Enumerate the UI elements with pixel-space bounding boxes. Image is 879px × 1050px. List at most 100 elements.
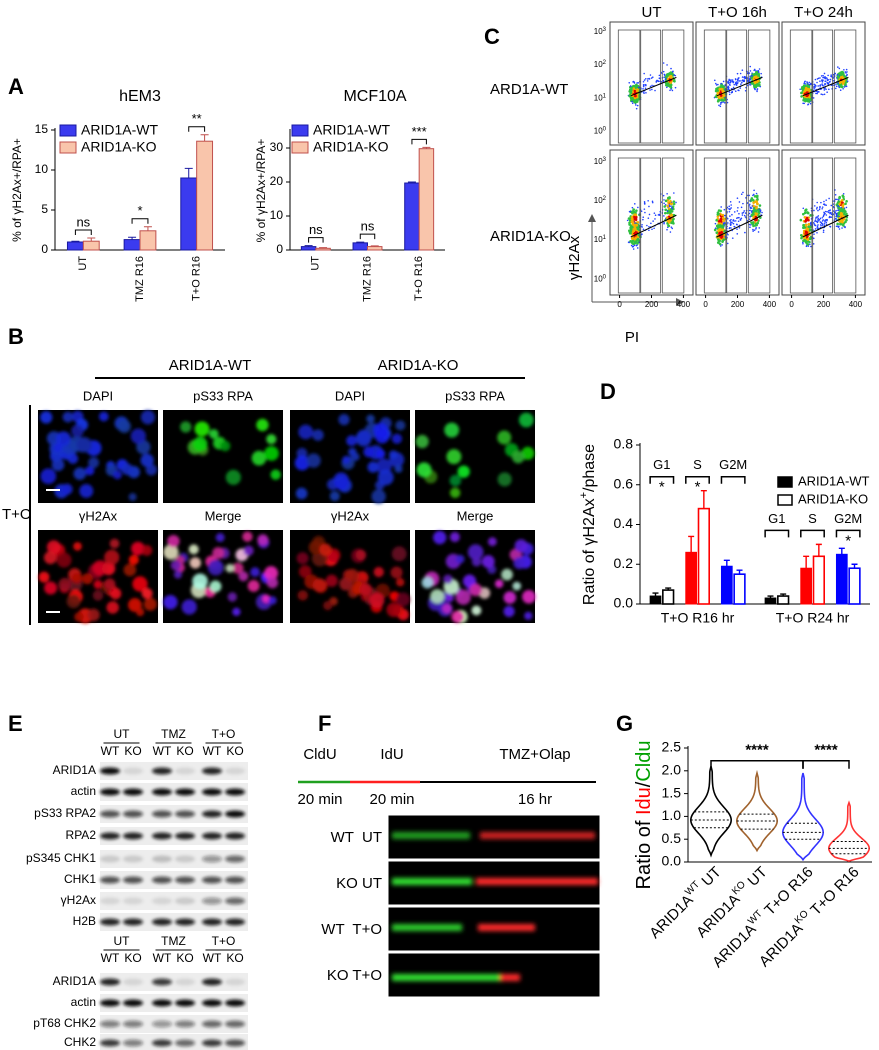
event (837, 200, 840, 203)
event (753, 189, 755, 192)
plot-frame (781, 21, 866, 146)
event (653, 212, 656, 214)
band (225, 788, 245, 796)
event (723, 208, 726, 211)
y-tick-label: 103 (594, 156, 607, 166)
cell (455, 554, 465, 564)
y-axis-label: Ratio of Idu/Cldu (633, 741, 655, 890)
fit-line (630, 214, 677, 238)
event (630, 88, 633, 92)
band (202, 999, 222, 1007)
event (738, 212, 740, 215)
event (632, 87, 636, 90)
event (837, 66, 839, 68)
cell (212, 547, 225, 559)
event (646, 80, 649, 82)
event (799, 88, 801, 91)
event (835, 225, 838, 228)
band (100, 810, 120, 818)
event (636, 82, 638, 84)
gate (703, 29, 727, 144)
event (730, 80, 732, 82)
event (648, 213, 651, 216)
event (629, 85, 632, 87)
cell (298, 565, 312, 578)
legend-swatch (59, 141, 77, 154)
band (225, 855, 245, 863)
event (761, 211, 763, 214)
event (822, 229, 825, 232)
band (175, 978, 195, 986)
event (730, 204, 732, 206)
band (100, 855, 120, 863)
y-tick-base: 10 (594, 27, 603, 36)
event (717, 228, 721, 232)
significance-label: ns (76, 214, 90, 229)
y-tick-exponent: 0 (603, 126, 607, 132)
cell (112, 470, 122, 480)
bar (352, 242, 368, 251)
x-tick-label-part: UT (744, 864, 770, 890)
x-tick-label: T+O R16 (191, 256, 203, 301)
cell (503, 591, 517, 604)
event (721, 216, 725, 220)
protein-label: CHK1 (64, 872, 96, 886)
cell (131, 541, 145, 556)
x-tick-label: 200 (645, 300, 659, 309)
band (175, 999, 195, 1007)
event (729, 224, 732, 227)
cell (251, 450, 267, 466)
event (749, 226, 751, 229)
event (736, 233, 739, 235)
event (642, 216, 645, 218)
event (827, 83, 830, 85)
event (671, 89, 674, 92)
cell (243, 545, 254, 556)
y-tick-base: 10 (594, 235, 603, 244)
band (225, 876, 245, 884)
idu-track (480, 832, 595, 839)
protein-label: pS33 RPA2 (34, 806, 96, 820)
cell (513, 557, 526, 570)
event (645, 92, 647, 94)
event (757, 71, 760, 73)
event (748, 218, 751, 220)
event (641, 233, 643, 235)
event (652, 220, 654, 222)
significance-bracket (74, 229, 92, 235)
cell (132, 576, 148, 592)
band (175, 918, 195, 926)
event (827, 74, 829, 77)
event (668, 196, 671, 199)
band (152, 810, 172, 818)
event (728, 93, 731, 96)
cell (449, 487, 461, 499)
event (649, 74, 652, 76)
event (749, 224, 752, 226)
band (123, 1039, 143, 1047)
event (808, 240, 811, 244)
event (803, 236, 806, 240)
event (673, 74, 675, 76)
event (749, 65, 752, 68)
event (845, 74, 848, 77)
cell (38, 571, 50, 583)
channel-label: pS33 RPA (193, 388, 253, 403)
band (175, 855, 195, 863)
y-axis-label: γH2Ax (566, 235, 583, 280)
y-tick-label: 1.5 (662, 784, 682, 800)
blot-strip (100, 892, 248, 910)
event (809, 214, 812, 217)
y-axis-label-part: / (633, 781, 655, 787)
protein-label: RPA2 (66, 828, 97, 842)
plot-frame (609, 21, 694, 146)
event (823, 212, 826, 214)
cell (141, 587, 153, 599)
band (202, 810, 222, 818)
event (753, 72, 757, 76)
event (642, 228, 645, 231)
idu-track (500, 974, 520, 981)
event (749, 78, 752, 81)
y-tick-exponent: 1 (603, 235, 607, 241)
event (719, 224, 722, 227)
